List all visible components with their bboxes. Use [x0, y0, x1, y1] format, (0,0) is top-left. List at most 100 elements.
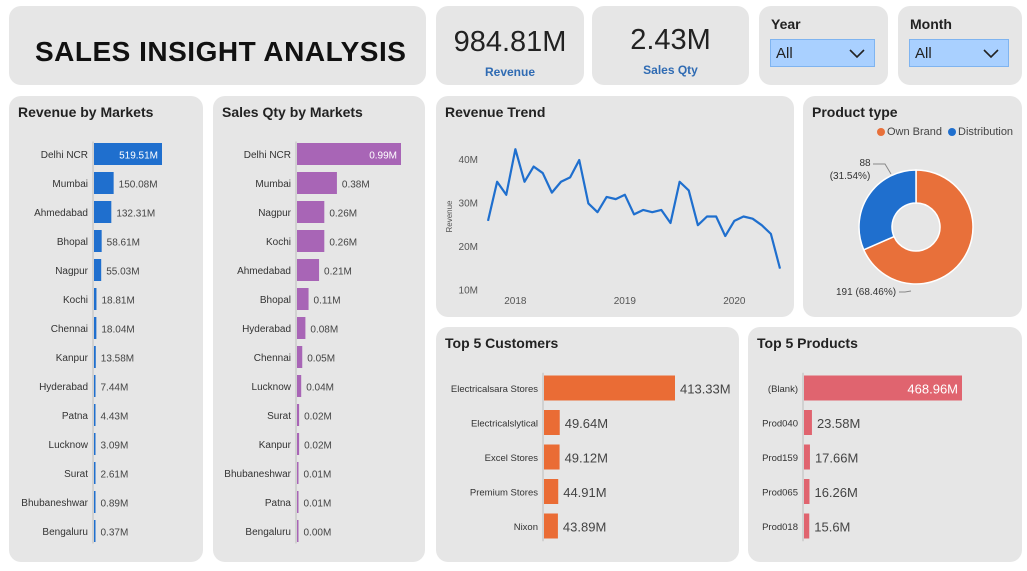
month-slicer-dropdown[interactable]: All: [909, 39, 1009, 67]
value-label-lucknow: 0.04M: [306, 382, 334, 393]
bar-blank: [804, 375, 962, 401]
bar-delhi-ncr: [94, 143, 162, 165]
value-label-prod065: 16.26M: [814, 485, 857, 500]
bar-chennai: [94, 317, 97, 339]
chevron-down-icon: [983, 49, 999, 59]
donut-label-own-brand: 191 (68.46%): [836, 287, 896, 298]
revenue-kpi-value: 984.81M: [453, 26, 567, 58]
year-slicer-value: All: [776, 45, 793, 62]
legend-own-brand-label: Own Brand: [887, 126, 943, 138]
revenue-kpi-card: 984.81M Revenue: [436, 6, 584, 85]
value-label-chennai: 18.04M: [101, 324, 134, 335]
bar-hyderabad: [297, 317, 306, 339]
bar-nagpur: [94, 259, 102, 281]
revenue-by-markets-card: Revenue by Markets Delhi NCR 519.51M Mumba…: [9, 96, 203, 562]
category-label-premium-stores: Premium Stores: [470, 488, 538, 499]
revenue-by-markets-chart: Delhi NCR 519.51M Mumbai 150.08M Ahmedabad 13…: [21, 141, 162, 544]
revenue-by-markets-title: Revenue by Markets: [18, 104, 154, 120]
bar-bhubaneshwar: [94, 491, 96, 513]
value-label-premium-stores: 44.91M: [563, 485, 606, 500]
category-label-kanpur: Kanpur: [56, 353, 89, 364]
year-slicer-card: Year All: [759, 6, 888, 85]
sales-qty-by-markets-card: Sales Qty by Markets Delhi NCR 0.99M Mumba…: [213, 96, 425, 562]
value-label-electricalslytical: 49.64M: [565, 416, 608, 431]
bar-prod018: [804, 513, 810, 539]
sales-qty-by-markets-chart: Delhi NCR 0.99M Mumbai 0.38M Nagpur 0.26M Koch…: [224, 141, 401, 544]
category-label-electricalsara-stores: Electricalsara Stores: [451, 384, 538, 395]
revenue-trend-line: [486, 148, 782, 269]
category-label-surat: Surat: [64, 469, 88, 480]
category-label-bhopal: Bhopal: [260, 295, 291, 306]
value-label-bengaluru: 0.00M: [304, 527, 332, 538]
category-label-nagpur: Nagpur: [55, 266, 88, 277]
y-tick-label-30m: 30M: [459, 198, 478, 209]
sales-qty-kpi-value: 2.43M: [630, 24, 711, 56]
bar-ahmedabad: [94, 201, 112, 223]
product-type-card: Product type Own Brand Distribution 88 (3…: [803, 96, 1022, 317]
category-label-nagpur: Nagpur: [258, 208, 291, 219]
bar-electricalsara-stores: [544, 375, 675, 401]
category-label-surat: Surat: [267, 411, 291, 422]
bar-bengaluru: [297, 520, 299, 542]
donut-slice-distribution: [858, 169, 917, 251]
donut-label-distribution-pct: (31.54%): [830, 171, 871, 182]
top-customers-card: Top 5 Customers Electricalsara Stores 413…: [436, 327, 739, 562]
category-label-patna: Patna: [265, 498, 292, 509]
bar-kanpur: [297, 433, 300, 455]
value-label-bhubaneshwar: 0.01M: [304, 469, 332, 480]
value-label-hyderabad: 0.08M: [310, 324, 338, 335]
donut-slice-own-brand: [862, 169, 974, 285]
bar-bengaluru: [94, 520, 96, 542]
x-tick-label-2019: 2019: [614, 296, 637, 307]
value-label-bhopal: 0.11M: [314, 295, 341, 306]
year-slicer-title: Year: [771, 16, 801, 32]
revenue-trend-chart: 10M 20M 30M 40M 2018 2019 2020 Revenue: [445, 148, 782, 307]
sales-qty-by-markets-title: Sales Qty by Markets: [222, 104, 363, 120]
bar-nixon: [544, 513, 558, 539]
bar-prod040: [804, 410, 812, 435]
value-label-mumbai: 150.08M: [119, 179, 158, 190]
year-slicer-dropdown[interactable]: All: [770, 39, 875, 67]
category-label-chennai: Chennai: [51, 324, 88, 335]
top-customers-chart: Electricalsara Stores 413.33M Electricalsl…: [451, 372, 731, 542]
bar-kochi: [297, 230, 325, 252]
category-label-hyderabad: Hyderabad: [242, 324, 291, 335]
category-label-delhi-ncr: Delhi NCR: [244, 150, 291, 161]
page-title: SALES INSIGHT ANALYSIS: [35, 36, 407, 67]
value-label-patna: 0.01M: [304, 498, 332, 509]
bar-prod159: [804, 444, 810, 470]
value-label-hyderabad: 7.44M: [101, 382, 129, 393]
value-label-lucknow: 3.09M: [101, 440, 129, 451]
bar-electricalslytical: [544, 410, 560, 435]
donut-label-distribution-count: 88: [859, 158, 871, 169]
category-label-kochi: Kochi: [266, 237, 291, 248]
bar-bhopal: [94, 230, 102, 252]
chevron-down-icon: [849, 49, 865, 59]
legend-distribution-label: Distribution: [958, 126, 1014, 138]
category-label-excel-stores: Excel Stores: [485, 453, 539, 464]
value-label-bhubaneshwar: 0.89M: [101, 498, 129, 509]
sales-qty-kpi-label: Sales Qty: [643, 63, 698, 77]
bar-ahmedabad: [297, 259, 320, 281]
category-label-mumbai: Mumbai: [52, 179, 88, 190]
value-label-ahmedabad: 0.21M: [324, 266, 352, 277]
bar-surat: [297, 404, 300, 426]
bar-bhopal: [297, 288, 309, 310]
x-tick-label-2020: 2020: [723, 296, 746, 307]
value-label-surat: 2.61M: [101, 469, 129, 480]
value-label-prod159: 17.66M: [815, 450, 858, 465]
bar-kanpur: [94, 346, 96, 368]
category-label-patna: Patna: [62, 411, 89, 422]
month-slicer-title: Month: [910, 16, 952, 32]
value-label-kochi: 0.26M: [329, 237, 357, 248]
bar-prod065: [804, 479, 810, 504]
value-label-kanpur: 13.58M: [101, 353, 134, 364]
bar-delhi-ncr: [297, 143, 401, 165]
category-label-kochi: Kochi: [63, 295, 88, 306]
product-type-donut-chart: 88 (31.54%) 191 (68.46%): [830, 158, 974, 298]
value-label-ahmedabad: 132.31M: [116, 208, 155, 219]
category-label-bhopal: Bhopal: [57, 237, 88, 248]
category-label-prod040: Prod040: [762, 419, 798, 430]
bar-patna: [94, 404, 96, 426]
y-tick-label-40m: 40M: [459, 155, 478, 166]
